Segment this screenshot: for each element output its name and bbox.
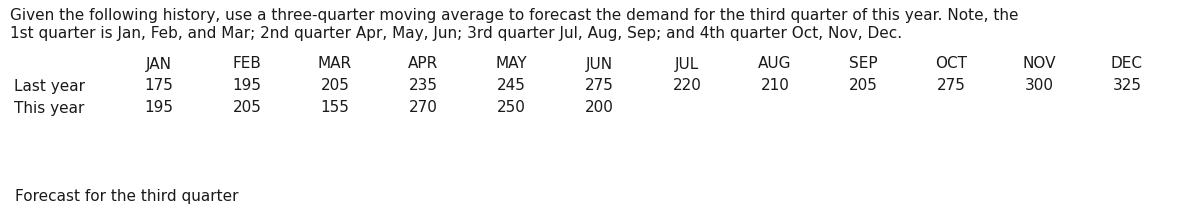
Text: 275: 275 xyxy=(936,78,966,93)
Text: DEC: DEC xyxy=(1111,56,1142,71)
Text: AUG: AUG xyxy=(758,56,792,71)
Text: 200: 200 xyxy=(584,101,613,116)
Text: OCT: OCT xyxy=(935,56,967,71)
Text: 175: 175 xyxy=(144,78,174,93)
Text: 250: 250 xyxy=(497,101,526,116)
Text: Forecast for the third quarter: Forecast for the third quarter xyxy=(14,189,239,203)
Text: 210: 210 xyxy=(761,78,790,93)
Text: 235: 235 xyxy=(408,78,438,93)
Text: 155: 155 xyxy=(320,101,349,116)
Text: 205: 205 xyxy=(320,78,349,93)
Text: APR: APR xyxy=(408,56,438,71)
Text: 245: 245 xyxy=(497,78,526,93)
Text: 270: 270 xyxy=(408,101,438,116)
Text: 275: 275 xyxy=(584,78,613,93)
Text: JUN: JUN xyxy=(586,56,612,71)
Text: 195: 195 xyxy=(144,101,174,116)
Text: 205: 205 xyxy=(233,101,262,116)
Text: JAN: JAN xyxy=(146,56,172,71)
Text: 1st quarter is Jan, Feb, and Mar; 2nd quarter Apr, May, Jun; 3rd quarter Jul, Au: 1st quarter is Jan, Feb, and Mar; 2nd qu… xyxy=(10,26,902,41)
Text: 325: 325 xyxy=(1112,78,1141,93)
Text: This year: This year xyxy=(14,101,84,116)
Text: MAR: MAR xyxy=(318,56,352,71)
Text: JUL: JUL xyxy=(674,56,700,71)
Text: 195: 195 xyxy=(233,78,262,93)
Text: 300: 300 xyxy=(1025,78,1054,93)
Text: MAY: MAY xyxy=(496,56,527,71)
Text: Last year: Last year xyxy=(14,78,85,93)
Text: 220: 220 xyxy=(672,78,702,93)
Text: SEP: SEP xyxy=(848,56,877,71)
Text: NOV: NOV xyxy=(1022,56,1056,71)
Text: FEB: FEB xyxy=(233,56,262,71)
Text: 205: 205 xyxy=(848,78,877,93)
Text: Given the following history, use a three-quarter moving average to forecast the : Given the following history, use a three… xyxy=(10,8,1019,23)
